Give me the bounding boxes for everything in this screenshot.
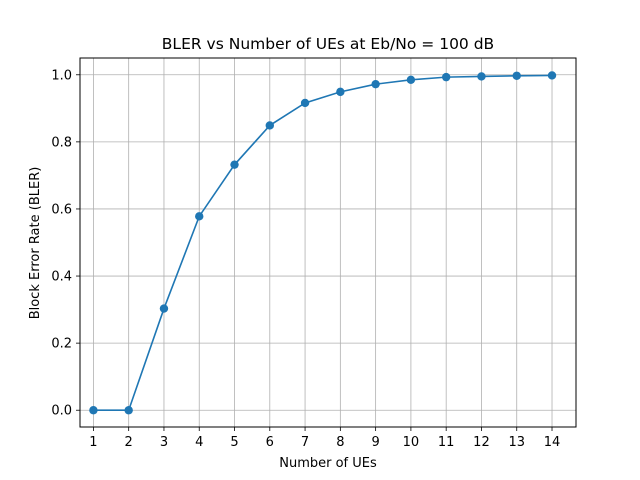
data-point [159, 304, 169, 313]
data-point [336, 87, 345, 97]
x-tick-label: 2 [125, 435, 133, 450]
grid [80, 58, 576, 427]
x-tick-label: 11 [438, 435, 455, 450]
y-tick-label: 0.2 [51, 337, 72, 352]
x-tick-label: 4 [195, 435, 203, 450]
y-tick-label: 0.4 [51, 270, 72, 285]
x-tick-label: 6 [266, 435, 274, 450]
data-point [300, 98, 310, 108]
plot-frame [79, 57, 577, 428]
data-point [547, 71, 557, 80]
y-tick-label: 1.0 [51, 68, 72, 83]
x-tick-label: 8 [336, 435, 344, 450]
y-tick-label: 0.6 [51, 202, 72, 217]
x-tick-label: 14 [544, 435, 561, 450]
data-point [512, 71, 521, 80]
x-tick-label: 9 [371, 435, 379, 450]
x-tick-label: 5 [230, 435, 238, 450]
y-tick-label: 0.8 [51, 135, 72, 150]
series-layer [89, 71, 557, 415]
y-tick-label: 0.0 [51, 404, 72, 419]
data-point [406, 75, 416, 85]
x-tick-label: 3 [160, 435, 168, 450]
y-axis-label: Block Error Rate (BLER) [28, 167, 43, 320]
x-tick-label: 13 [508, 435, 525, 450]
chart-title: BLER vs Number of UEs at Eb/No = 100 dB [162, 35, 494, 53]
data-point [89, 406, 98, 415]
data-point [371, 79, 380, 89]
data-point [230, 160, 239, 169]
x-tick-label: 10 [403, 435, 420, 450]
data-point [441, 72, 451, 82]
x-axis-label: Number of UEs [279, 456, 377, 471]
x-tick-label: 1 [89, 435, 97, 450]
series-line [93, 74, 553, 412]
x-tick-label: 12 [473, 435, 490, 450]
x-tick-label: 7 [301, 435, 309, 450]
data-point [195, 212, 204, 221]
data-point [477, 72, 486, 81]
data-point [124, 406, 133, 415]
axis-ticks: 1 2 3 4 5 6 7 8 9 10 11 12 13 140.00.20.40.60.81.0 [51, 68, 560, 450]
data-point [265, 121, 274, 130]
